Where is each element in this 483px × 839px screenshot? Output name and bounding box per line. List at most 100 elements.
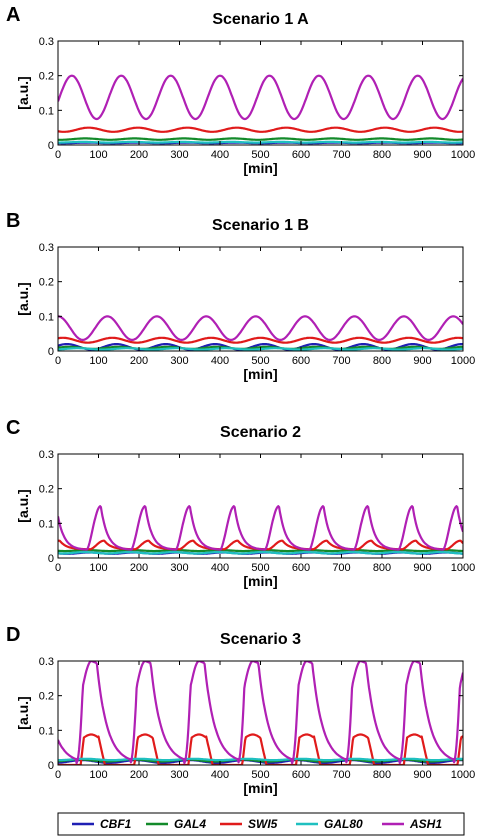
x-tick-label: 700 (332, 562, 350, 574)
legend-label-gal80: GAL80 (324, 817, 363, 831)
panel-c: C Scenario 2 0 100 200 300 400 500 600 700 800 900 1… (6, 417, 475, 589)
x-axis-label: [min] (243, 160, 277, 176)
series-group (58, 74, 463, 145)
panel-title: Scenario 1 B (212, 217, 309, 234)
series-group (58, 315, 463, 351)
y-tick-label: 0.1 (39, 105, 54, 117)
x-tick-label: 800 (373, 769, 391, 781)
x-tick-label: 200 (130, 562, 148, 574)
x-tick-label: 800 (373, 562, 391, 574)
panel-title: Scenario 1 A (212, 11, 309, 28)
series-group (58, 505, 463, 555)
y-tick-label: 0.3 (39, 36, 54, 48)
x-tick-label: 300 (170, 149, 188, 161)
y-tick-label: 0.1 (39, 311, 54, 323)
y-tick-label: 0 (48, 346, 54, 358)
series-line-swi5 (58, 336, 463, 344)
legend-label-cbf1: CBF1 (100, 817, 132, 831)
x-tick-label: 600 (292, 769, 310, 781)
x-tick-label: 0 (55, 769, 61, 781)
x-tick-label: 0 (55, 562, 61, 574)
y-axis-label: [a.u.] (15, 696, 31, 729)
x-tick-label: 100 (89, 355, 107, 367)
x-tick-label: 1000 (451, 769, 475, 781)
panel-letter: B (6, 210, 20, 232)
y-axis-label: [a.u.] (15, 282, 31, 315)
x-tick-label: 1000 (451, 562, 475, 574)
series-line-ash1 (58, 505, 463, 551)
legend-label-gal4: GAL4 (174, 817, 206, 831)
y-tick-label: 0.1 (39, 518, 54, 530)
x-tick-label: 400 (211, 562, 229, 574)
legend-box (57, 812, 465, 836)
x-tick-label: 1000 (451, 149, 475, 161)
x-tick-label: 200 (130, 149, 148, 161)
legend-label-swi5: SWI5 (248, 817, 278, 831)
x-tick-label: 600 (292, 355, 310, 367)
series-line-gal4 (58, 137, 463, 141)
x-tick-label: 400 (211, 769, 229, 781)
series-group (58, 661, 463, 765)
y-tick-label: 0.2 (39, 277, 54, 289)
y-axis-label: [a.u.] (15, 76, 31, 109)
x-tick-label: 500 (251, 149, 269, 161)
x-tick-label: 100 (89, 562, 107, 574)
x-tick-label: 700 (332, 149, 350, 161)
x-tick-label: 900 (413, 562, 431, 574)
x-tick-label: 200 (130, 769, 148, 781)
x-tick-label: 400 (211, 355, 229, 367)
x-tick-label: 500 (251, 769, 269, 781)
x-tick-label: 800 (373, 149, 391, 161)
x-axis-label: [min] (243, 573, 277, 589)
y-tick-label: 0.2 (39, 71, 54, 83)
x-tick-label: 700 (332, 769, 350, 781)
x-tick-label: 700 (332, 355, 350, 367)
x-tick-label: 900 (413, 769, 431, 781)
x-tick-label: 0 (55, 355, 61, 367)
x-tick-label: 400 (211, 149, 229, 161)
series-line-swi5 (58, 126, 463, 133)
legend-label-ash1: ASH1 (409, 817, 442, 831)
x-tick-label: 0 (55, 149, 61, 161)
x-tick-label: 300 (170, 562, 188, 574)
x-tick-label: 100 (89, 769, 107, 781)
series-line-gal80 (58, 551, 463, 555)
x-axis-label: [min] (243, 366, 277, 382)
y-tick-label: 0.2 (39, 484, 54, 496)
y-tick-label: 0.3 (39, 656, 54, 668)
panel-title: Scenario 2 (220, 424, 301, 441)
series-line-gal80 (58, 757, 463, 762)
y-tick-label: 0 (48, 553, 54, 565)
y-tick-label: 0 (48, 140, 54, 152)
plot-frame (57, 40, 464, 146)
panel-a: A Scenario 1 A 0 100 200 300 400 500 600 700 800 90… (6, 4, 475, 176)
x-tick-label: 900 (413, 355, 431, 367)
y-tick-label: 0.3 (39, 449, 54, 461)
series-line-swi5 (58, 733, 463, 765)
series-line-ash1 (58, 74, 463, 121)
panel-letter: C (6, 417, 20, 439)
series-line-ash1 (58, 661, 463, 765)
x-tick-label: 100 (89, 149, 107, 161)
y-axis-label: [a.u.] (15, 489, 31, 522)
x-axis-label: [min] (243, 780, 277, 796)
x-tick-label: 1000 (451, 355, 475, 367)
y-tick-label: 0.1 (39, 725, 54, 737)
panel-b: B Scenario 1 B 0 100 200 300 400 500 600 700 800 90… (6, 210, 475, 382)
x-tick-label: 800 (373, 355, 391, 367)
x-tick-label: 900 (413, 149, 431, 161)
series-line-ash1 (58, 315, 463, 341)
panels: A Scenario 1 A 0 100 200 300 400 500 600 700 800 90… (6, 4, 475, 796)
y-tick-label: 0 (48, 760, 54, 772)
x-tick-label: 600 (292, 149, 310, 161)
x-tick-label: 500 (251, 355, 269, 367)
plot-frame (57, 246, 464, 352)
panel-letter: A (6, 4, 20, 26)
panel-title: Scenario 3 (220, 631, 301, 648)
y-tick-label: 0.3 (39, 242, 54, 254)
x-tick-label: 200 (130, 355, 148, 367)
legend: CBF1 GAL4 SWI5 GAL80 ASH1 (57, 812, 465, 836)
panel-d: D Scenario 3 0 100 200 300 400 500 600 700 800 900 1… (6, 624, 475, 796)
y-tick-label: 0.2 (39, 691, 54, 703)
